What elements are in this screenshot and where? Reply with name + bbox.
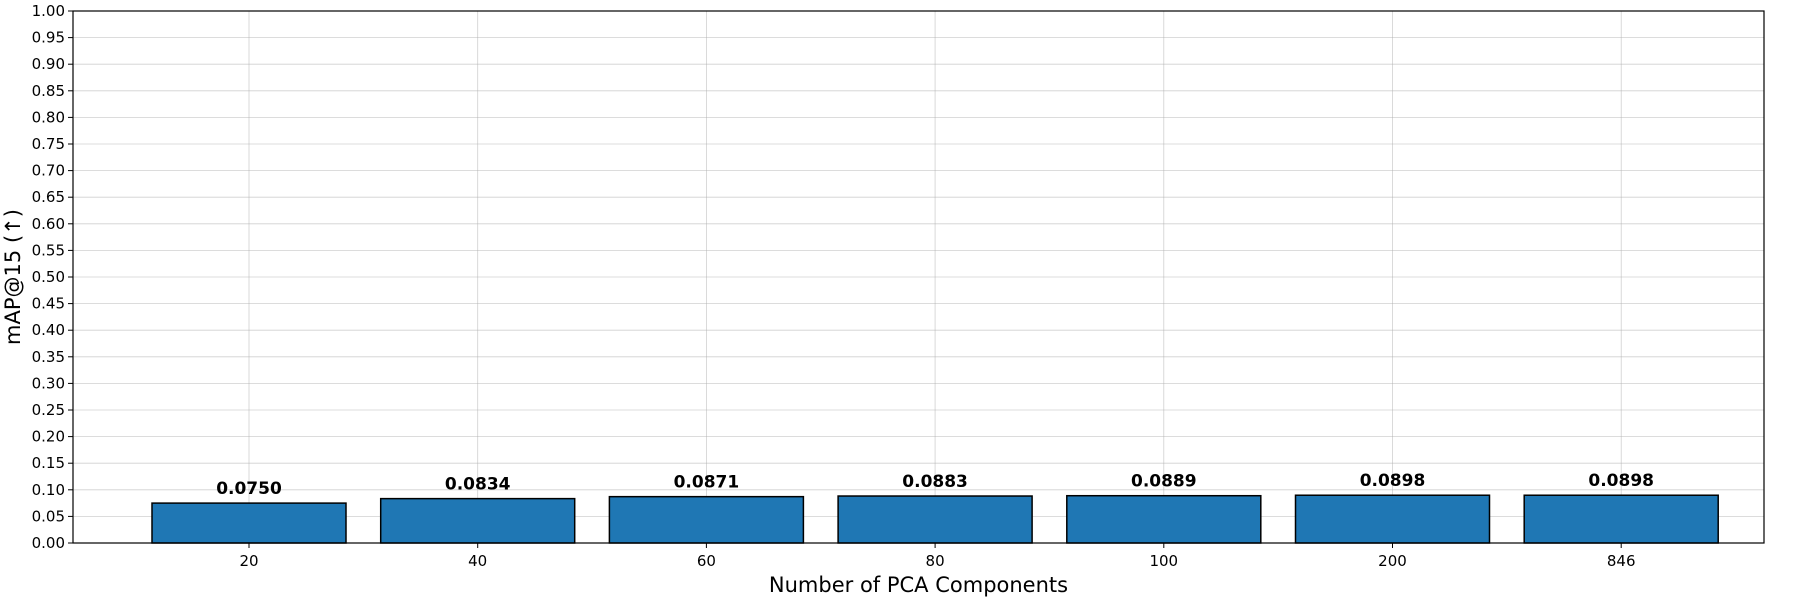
grid	[73, 10, 1764, 544]
x-tick-label: 100	[1149, 552, 1178, 570]
value-labels: 0.0750 0.0834 0.0871 0.0883 0.0889 0.0898 0.08…	[216, 471, 1654, 499]
y-tick-label: 0.90	[32, 55, 65, 73]
y-tick-label: 0.50	[32, 268, 65, 286]
y-tick-label: 0.40	[32, 321, 65, 339]
y-tick-label: 0.35	[32, 348, 65, 366]
y-tick-label: 0.70	[32, 162, 65, 180]
x-axis-title: Number of PCA Components	[769, 573, 1068, 597]
bar	[379, 497, 576, 544]
y-tick-label: 0.75	[32, 135, 65, 153]
bar-value-label: 0.0834	[445, 475, 511, 495]
y-tick-label: 0.10	[32, 481, 65, 499]
bar-value-label: 0.0883	[902, 472, 968, 492]
x-tick-label: 200	[1378, 552, 1407, 570]
bar	[1523, 494, 1719, 544]
bars	[151, 494, 1719, 544]
y-axis: 0.00 0.05 0.10 0.15 0.20 0.25 0.30 0.35 0.40 0.45…	[32, 2, 73, 552]
x-tick-label: 20	[239, 552, 258, 570]
y-tick-label: 1.00	[32, 2, 65, 20]
bar	[608, 495, 805, 544]
bar-value-label: 0.0898	[1588, 471, 1654, 491]
bar-value-label: 0.0889	[1131, 472, 1197, 492]
x-tick-label: 846	[1607, 552, 1636, 570]
y-tick-label: 0.95	[32, 29, 65, 47]
bar	[151, 502, 347, 544]
y-tick-label: 0.00	[32, 534, 65, 552]
y-tick-label: 0.85	[32, 82, 65, 100]
bar	[1294, 494, 1491, 544]
y-tick-label: 0.15	[32, 454, 65, 472]
y-tick-label: 0.45	[32, 295, 65, 313]
bar-value-label: 0.0898	[1360, 471, 1426, 491]
y-tick-label: 0.55	[32, 241, 65, 259]
x-axis: 20 40 60 80 100 200 846	[239, 543, 1636, 570]
x-tick-label: 60	[697, 552, 716, 570]
y-tick-label: 0.80	[32, 108, 65, 126]
x-tick-label: 80	[926, 552, 945, 570]
bar-value-label: 0.0750	[216, 479, 282, 499]
y-tick-label: 0.25	[32, 401, 65, 419]
y-tick-label: 0.05	[32, 507, 65, 525]
y-axis-title: mAP@15 (↑)	[1, 209, 25, 345]
bar-value-label: 0.0871	[674, 473, 740, 493]
bar	[1066, 494, 1262, 544]
y-tick-label: 0.20	[32, 428, 65, 446]
y-tick-label: 0.60	[32, 215, 65, 233]
bar	[837, 495, 1033, 544]
y-tick-label: 0.65	[32, 188, 65, 206]
y-tick-label: 0.30	[32, 374, 65, 392]
x-tick-label: 40	[468, 552, 487, 570]
